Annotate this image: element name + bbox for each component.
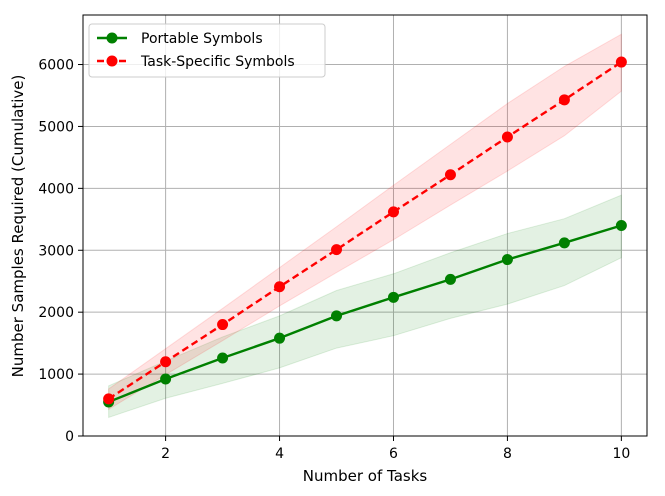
portable-symbols-point [501,254,513,266]
y-tick-label: 3000 [38,243,74,259]
y-axis-label: Number Samples Required (Cumulative) [9,75,27,378]
confidence-bands [108,33,622,419]
x-tick-label: 2 [161,446,170,462]
task-specific-symbols-point [501,131,513,143]
portable-symbols-point [615,220,627,231]
legend-portable-symbols-marker [106,32,118,44]
task-specific-symbols-point [103,393,115,405]
portable-symbols-point [274,332,286,344]
portable-symbols-point [387,291,399,303]
task-specific-symbols-point [387,206,399,218]
y-tick-label: 5000 [38,119,74,135]
task-specific-symbols-point [615,56,627,68]
portable-symbols-point [160,373,172,385]
legend-task-specific-symbols-marker [106,55,118,67]
task-specific-symbols-point [160,356,172,368]
legend-box [88,23,326,78]
portable-symbols-point [217,352,229,364]
data-points [103,56,627,408]
task-specific-symbols-point [217,319,229,331]
task-specific-symbols-point [274,281,286,293]
y-tick-label: 6000 [38,58,74,74]
portable-symbols-point [558,237,570,249]
task-specific-symbols-point [331,244,343,256]
y-axis-ticks: 0 1000 2000 3000 4000 5000 6000 [38,58,83,445]
legend-portable-symbols-label: Portable Symbols [141,31,263,47]
x-tick-label: 4 [275,446,284,462]
portable-symbols-line [107,224,623,404]
task-specific-symbols-confidence-band [108,33,622,411]
task-specific-symbols-point [444,169,456,181]
task-specific-symbols-line [107,61,623,400]
legend: Portable Symbols Task-Specific Symbols [88,23,326,78]
legend-task-specific-symbols-label: Task-Specific Symbols [140,54,295,70]
x-axis-ticks: 2 4 6 8 10 [161,436,630,462]
x-tick-label: 10 [612,446,630,462]
x-axis-label: Number of Tasks [303,467,428,485]
x-tick-label: 8 [503,446,512,462]
y-tick-label: 4000 [38,181,74,197]
plot-frame [82,14,648,437]
task-specific-symbols-point [558,94,570,106]
y-tick-label: 2000 [38,305,74,321]
portable-symbols-point [331,310,343,322]
y-tick-label: 1000 [38,367,74,383]
portable-symbols-point [444,273,456,285]
series-lines [107,61,623,404]
y-tick-label: 0 [65,429,74,445]
x-tick-label: 6 [389,446,398,462]
